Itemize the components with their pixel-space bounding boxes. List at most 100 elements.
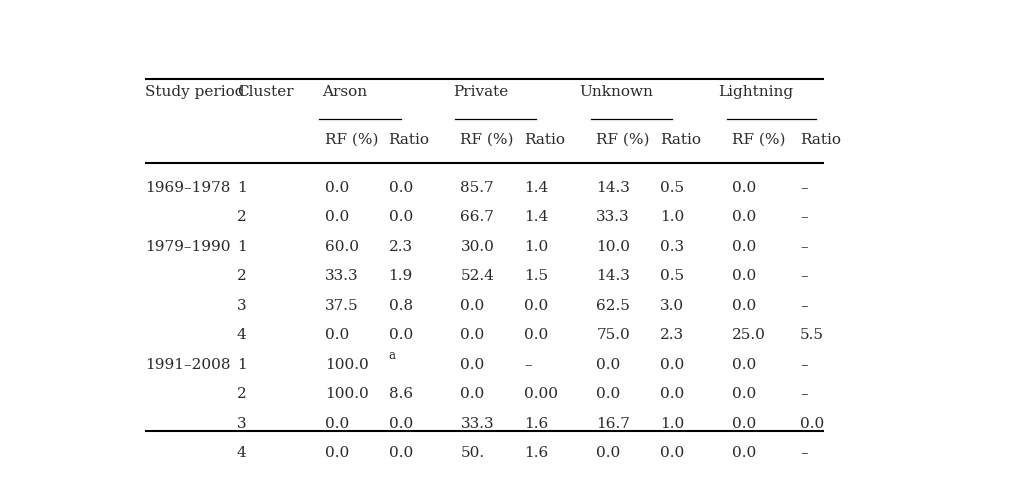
- Text: 0.0: 0.0: [732, 387, 757, 401]
- Text: RF (%): RF (%): [325, 133, 378, 147]
- Text: 50.: 50.: [461, 446, 485, 460]
- Text: 0.0: 0.0: [660, 358, 685, 372]
- Text: 2: 2: [237, 387, 246, 401]
- Text: 0.0: 0.0: [389, 446, 412, 460]
- Text: 0.0: 0.0: [461, 328, 485, 342]
- Text: 1.0: 1.0: [660, 210, 685, 224]
- Text: 1979–1990: 1979–1990: [144, 240, 230, 254]
- Text: RF (%): RF (%): [596, 133, 650, 147]
- Text: 1: 1: [237, 358, 246, 372]
- Text: –: –: [800, 269, 807, 283]
- Text: Cluster: Cluster: [237, 85, 294, 99]
- Text: Ratio: Ratio: [660, 133, 701, 147]
- Text: 2.3: 2.3: [389, 240, 412, 254]
- Text: 0.0: 0.0: [732, 210, 757, 224]
- Text: 0.0: 0.0: [732, 358, 757, 372]
- Text: 62.5: 62.5: [596, 299, 630, 313]
- Text: –: –: [800, 181, 807, 195]
- Text: 0.5: 0.5: [660, 269, 685, 283]
- Text: 1.6: 1.6: [525, 416, 548, 430]
- Text: –: –: [800, 299, 807, 313]
- Text: 0.5: 0.5: [660, 181, 685, 195]
- Text: 33.3: 33.3: [325, 269, 358, 283]
- Text: 0.0: 0.0: [732, 269, 757, 283]
- Text: 0.0: 0.0: [389, 416, 412, 430]
- Text: 0.0: 0.0: [325, 416, 348, 430]
- Text: 0.0: 0.0: [325, 328, 348, 342]
- Text: 37.5: 37.5: [325, 299, 358, 313]
- Text: 0.0: 0.0: [660, 387, 685, 401]
- Text: 0.0: 0.0: [732, 446, 757, 460]
- Text: 3.0: 3.0: [660, 299, 685, 313]
- Text: Unknown: Unknown: [579, 85, 654, 99]
- Text: 0.0: 0.0: [461, 299, 485, 313]
- Text: 1.6: 1.6: [525, 446, 548, 460]
- Text: 3: 3: [237, 416, 246, 430]
- Text: Ratio: Ratio: [800, 133, 841, 147]
- Text: 14.3: 14.3: [596, 269, 630, 283]
- Text: Lightning: Lightning: [719, 85, 794, 99]
- Text: 4: 4: [237, 328, 246, 342]
- Text: 1.0: 1.0: [660, 416, 685, 430]
- Text: 1.4: 1.4: [525, 210, 548, 224]
- Text: 0.0: 0.0: [732, 240, 757, 254]
- Text: 0.0: 0.0: [389, 181, 412, 195]
- Text: 0.0: 0.0: [325, 446, 348, 460]
- Text: 8.6: 8.6: [389, 387, 412, 401]
- Text: Arson: Arson: [322, 85, 367, 99]
- Text: 1: 1: [237, 240, 246, 254]
- Text: 0.0: 0.0: [389, 328, 412, 342]
- Text: 0.3: 0.3: [660, 240, 685, 254]
- Text: 1991–2008: 1991–2008: [144, 358, 230, 372]
- Text: 0.8: 0.8: [389, 299, 412, 313]
- Text: 52.4: 52.4: [461, 269, 494, 283]
- Text: 0.0: 0.0: [800, 416, 825, 430]
- Text: –: –: [800, 210, 807, 224]
- Text: 33.3: 33.3: [596, 210, 630, 224]
- Text: –: –: [800, 446, 807, 460]
- Text: RF (%): RF (%): [732, 133, 786, 147]
- Text: a: a: [389, 348, 396, 362]
- Text: 100.0: 100.0: [325, 387, 368, 401]
- Text: 0.0: 0.0: [732, 181, 757, 195]
- Text: 33.3: 33.3: [461, 416, 494, 430]
- Text: 0.0: 0.0: [389, 210, 412, 224]
- Text: 100.0: 100.0: [325, 358, 368, 372]
- Text: 5.5: 5.5: [800, 328, 824, 342]
- Text: 1.0: 1.0: [525, 240, 548, 254]
- Text: –: –: [800, 240, 807, 254]
- Text: 0.0: 0.0: [525, 328, 548, 342]
- Text: 0.00: 0.00: [525, 387, 559, 401]
- Text: 0.0: 0.0: [596, 387, 621, 401]
- Text: 0.0: 0.0: [525, 299, 548, 313]
- Text: Ratio: Ratio: [389, 133, 430, 147]
- Text: –: –: [525, 358, 532, 372]
- Text: 85.7: 85.7: [461, 181, 494, 195]
- Text: 0.0: 0.0: [596, 358, 621, 372]
- Text: 3: 3: [237, 299, 246, 313]
- Text: 2: 2: [237, 269, 246, 283]
- Text: 60.0: 60.0: [325, 240, 359, 254]
- Text: 1.5: 1.5: [525, 269, 548, 283]
- Text: 0.0: 0.0: [596, 446, 621, 460]
- Text: 0.0: 0.0: [732, 299, 757, 313]
- Text: RF (%): RF (%): [461, 133, 514, 147]
- Text: 2: 2: [237, 210, 246, 224]
- Text: 0.0: 0.0: [325, 210, 348, 224]
- Text: 0.0: 0.0: [325, 181, 348, 195]
- Text: 16.7: 16.7: [596, 416, 630, 430]
- Text: 25.0: 25.0: [732, 328, 766, 342]
- Text: 1969–1978: 1969–1978: [144, 181, 230, 195]
- Text: 1: 1: [237, 181, 246, 195]
- Text: 30.0: 30.0: [461, 240, 494, 254]
- Text: 1.4: 1.4: [525, 181, 548, 195]
- Text: 4: 4: [237, 446, 246, 460]
- Text: 1.9: 1.9: [389, 269, 412, 283]
- Text: –: –: [800, 358, 807, 372]
- Text: 0.0: 0.0: [461, 387, 485, 401]
- Text: Study period: Study period: [144, 85, 244, 99]
- Text: 0.0: 0.0: [660, 446, 685, 460]
- Text: 75.0: 75.0: [596, 328, 630, 342]
- Text: 10.0: 10.0: [596, 240, 630, 254]
- Text: –: –: [800, 387, 807, 401]
